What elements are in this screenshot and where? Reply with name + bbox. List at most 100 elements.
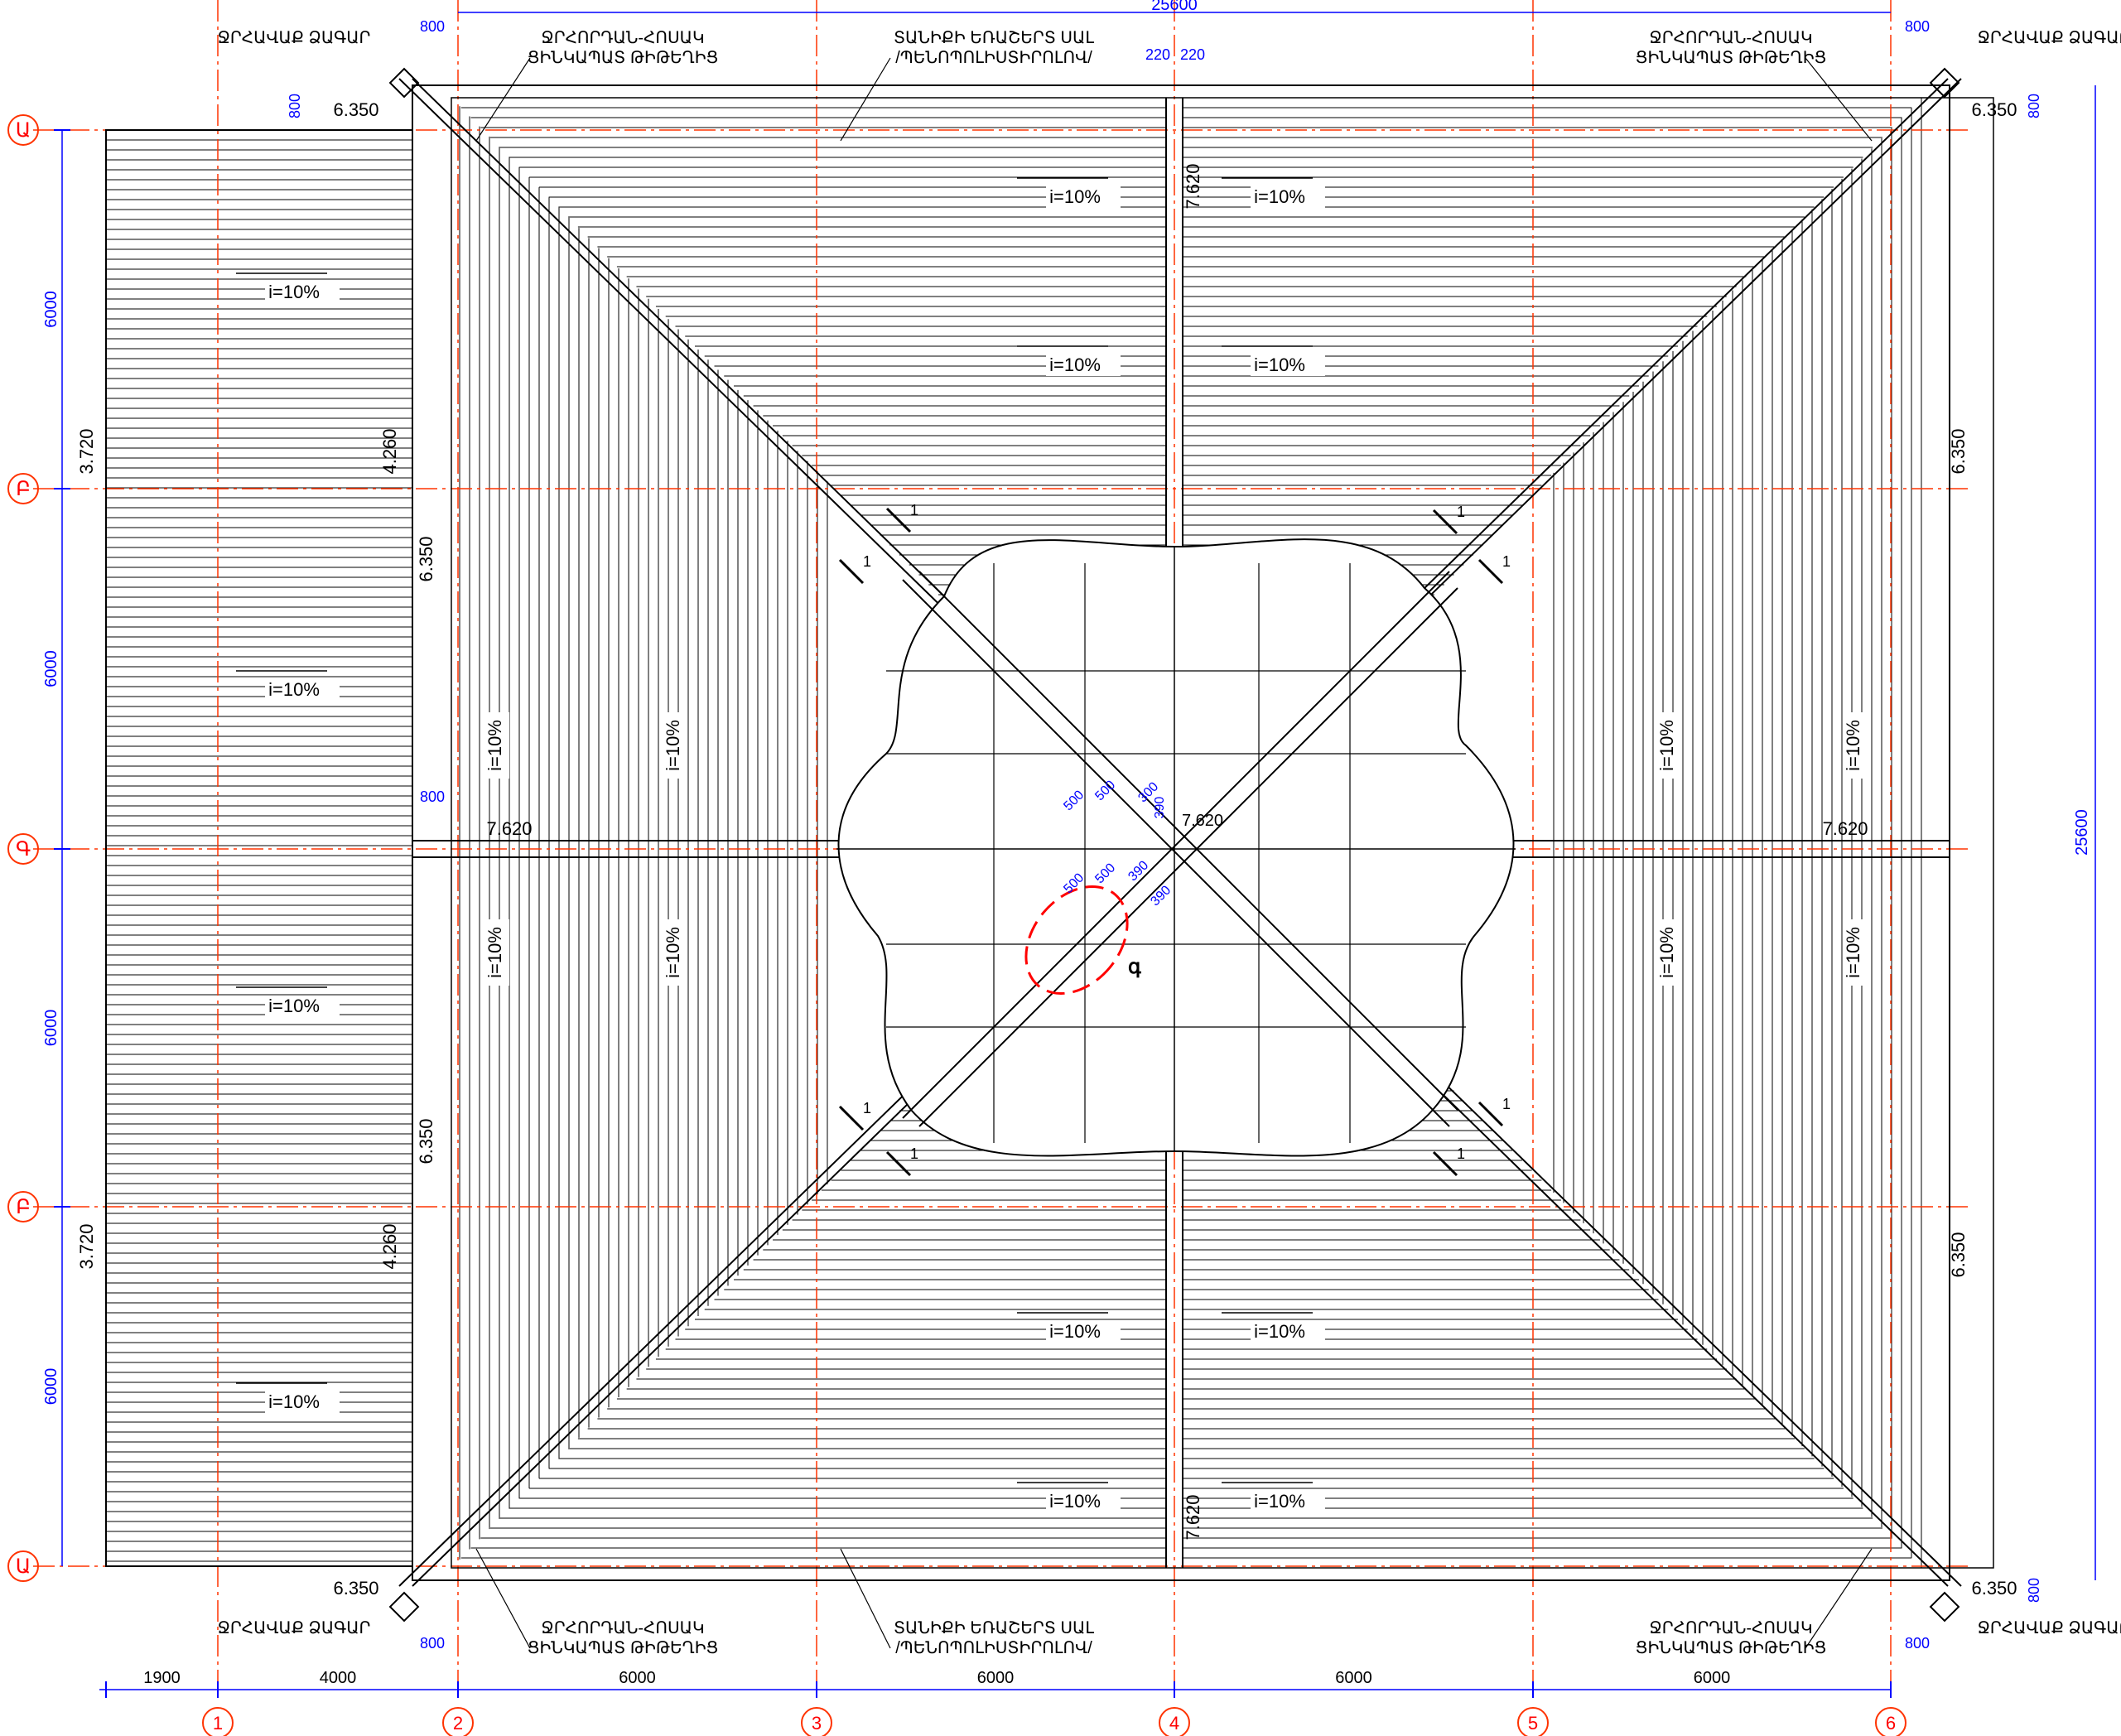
slope-label: i=10%: [484, 927, 505, 978]
leader: [840, 1548, 891, 1649]
level-label: 6.350: [1948, 428, 1969, 474]
level-label: 6.350: [416, 536, 436, 581]
gutter-label: ՋՐՀԱՎԱՔ ՁԱԳԱՐ: [1978, 29, 2121, 47]
level-label: 7.620: [1182, 812, 1223, 830]
slope-bg: [1251, 1491, 1325, 1512]
slope-label: i=10%: [1049, 1491, 1101, 1512]
overhang-dim: 800: [287, 94, 303, 118]
gutter-box: [1929, 67, 1960, 99]
bottom-dim: 6000: [977, 1669, 1015, 1687]
overhang-dim: 800: [1905, 1635, 1930, 1652]
level-label: 6.350: [1971, 1578, 2017, 1599]
overhang-dim: 800: [420, 1635, 445, 1652]
section-label: 1: [863, 1100, 871, 1116]
section-mark: [1432, 509, 1458, 535]
section-mark: [1477, 558, 1504, 585]
bottom-dim: 4000: [320, 1669, 357, 1687]
slope-bg: [1846, 919, 1868, 986]
slope-bg: [1660, 712, 1681, 779]
level-label: 3.720: [76, 428, 97, 474]
row-axis-label: Բ: [16, 478, 31, 500]
gutter-label: ՋՐՀԱՎԱՔ ՁԱԳԱՐ: [218, 1619, 371, 1637]
leader: [840, 57, 891, 142]
section-mark: [838, 558, 865, 585]
leader: [1805, 1548, 1873, 1649]
roof-slab-label: /ՊԵՆՈՊՈԼԻՍՏԻՐՈԼՈՎ/: [895, 49, 1092, 67]
main-roof-inner: [451, 97, 1994, 1569]
row-axis-bubble: [7, 114, 39, 146]
slope-label: i=10%: [1254, 1491, 1305, 1512]
slope-bg: [1046, 1321, 1121, 1343]
section-mark: [885, 1150, 912, 1177]
col-axis-label: 4: [1169, 1713, 1179, 1734]
left-dim: 6000: [42, 291, 60, 328]
section-mark: [838, 1105, 865, 1131]
gutter-box: [1929, 1591, 1960, 1623]
roof-slab-label: ՏԱՆԻՔԻ ԵՌԱՇԵՐՏ ՍԱԼ: [894, 29, 1094, 47]
section-label: 1: [910, 1145, 918, 1162]
line: [918, 571, 1458, 1111]
slope-label: i=10%: [1254, 1321, 1305, 1342]
slope-bg: [1846, 712, 1868, 779]
slope-label: i=10%: [268, 996, 320, 1016]
slope-label: i=10%: [268, 1391, 320, 1412]
slope-bg: [488, 712, 509, 779]
slope-label: i=10%: [1843, 720, 1863, 771]
slope-bg: [666, 712, 687, 779]
section-label: 1: [1457, 1145, 1465, 1162]
annotation-text: 1 2 3 4 5 6 Ա Բ Գ Բ Ագ 1 1 1 1 1 1 1 1 25600 25600 1900 4000 60…: [16, 0, 2121, 1734]
col-axis-bubble: [202, 1707, 234, 1736]
overhang-dim: 800: [2026, 1578, 2042, 1603]
col-axis-bubble: [1517, 1707, 1549, 1736]
col-axis-bubble: [1159, 1707, 1190, 1736]
overall-width: 25600: [1151, 0, 1198, 14]
level-label: 7.620: [1822, 818, 1868, 839]
line: [902, 571, 1450, 1119]
leader: [475, 1548, 531, 1649]
gutter-box: [388, 67, 420, 99]
col-axis-bubble: [801, 1707, 832, 1736]
drain-label: ՋՐՀՈՐԴԱՆ-ՀՈՍԱԿ: [541, 29, 704, 47]
overhang-dim: 800: [420, 788, 445, 805]
row-axis-bubble: [7, 833, 39, 865]
left-dim: 6000: [42, 1368, 60, 1406]
col-axis-label: 1: [213, 1713, 223, 1734]
slope-bg: [488, 919, 509, 986]
col-axis-label: 3: [812, 1713, 822, 1734]
left-dim: 6000: [42, 1010, 60, 1047]
slope-label: i=10%: [484, 720, 505, 771]
slope-bg: [1251, 186, 1325, 208]
col-axis-label: 2: [453, 1713, 463, 1734]
level-label: 6.350: [1948, 1232, 1969, 1277]
roof-slab-label: /ՊԵՆՈՊՈԼԻՍՏԻՐՈԼՈՎ/: [895, 1639, 1092, 1657]
overhang-dim: 800: [2026, 94, 2042, 118]
overhang-dim: 800: [420, 18, 445, 35]
leader: [1805, 57, 1873, 142]
slope-label: i=10%: [1049, 354, 1101, 375]
slope-label: i=10%: [1049, 1321, 1101, 1342]
slope-bg: [1251, 354, 1325, 376]
slope-bg: [1046, 1491, 1121, 1512]
slope-label: i=10%: [268, 282, 320, 302]
row-axis-label: Ա: [16, 119, 31, 142]
section-label: 1: [910, 502, 918, 518]
level-label: 4.260: [379, 428, 400, 474]
slope-label: i=10%: [1254, 354, 1305, 375]
slope-bg: [265, 679, 340, 701]
axis-grid: [7, 0, 1971, 1736]
level-label: 6.350: [1971, 99, 2017, 120]
row-axis-label: Ա: [16, 1555, 31, 1578]
row-axis-bubble: [7, 1550, 39, 1582]
slope-label: i=10%: [1254, 186, 1305, 207]
slope-bg: [666, 919, 687, 986]
bottom-dim: 6000: [1694, 1669, 1731, 1687]
col-axis-label: 6: [1886, 1713, 1896, 1734]
slope-bg: [1046, 186, 1121, 208]
row-axis-bubble: [7, 473, 39, 504]
section-mark: [885, 507, 912, 533]
section-label: 1: [1457, 504, 1465, 520]
drain-label: ՑԻՆԿԱՊԱՏ ԹԻԹԵՂԻՑ: [528, 1639, 719, 1657]
section-mark: [1432, 1150, 1458, 1177]
level-label: 6.350: [416, 1118, 436, 1164]
